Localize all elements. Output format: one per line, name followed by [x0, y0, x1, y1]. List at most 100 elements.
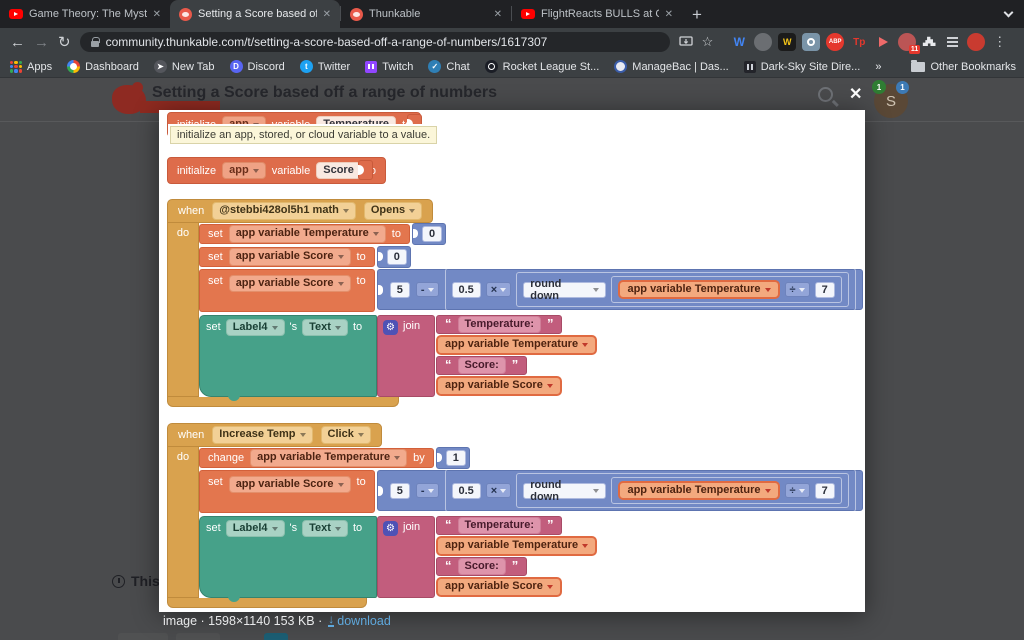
variable-get-block: app variable Score — [436, 376, 562, 396]
forward-button[interactable]: → — [34, 33, 49, 51]
adblock-plus-icon[interactable]: ABP — [826, 33, 845, 51]
operator-dropdown: × — [485, 282, 512, 297]
lightbox-image[interactable]: initialize app variable Temperature to i… — [159, 110, 865, 612]
bookmark-managebac[interactable]: ManageBac | Das... — [614, 60, 729, 73]
search-icon[interactable] — [818, 87, 833, 102]
variable-dropdown: app variable Score — [228, 248, 351, 266]
thunkable-favicon — [350, 7, 363, 21]
block-keyword: set — [208, 228, 223, 240]
dropdown-arrow-icon — [337, 255, 344, 259]
address-bar[interactable]: community.thunkable.com/t/setting-a-scor… — [79, 32, 670, 52]
bookmark-twitter[interactable]: t Twitter — [299, 60, 350, 73]
browser-toolbar: ← → ↻ community.thunkable.com/t/setting-… — [0, 28, 1024, 56]
math-subexpression: app variable Temperature ÷ 7 — [611, 476, 842, 505]
profile-avatar-icon[interactable] — [967, 33, 986, 51]
component-dropdown: Label4 — [225, 520, 285, 538]
tab-thunkable[interactable]: Thunkable ✕ — [341, 0, 511, 28]
gear-icon[interactable]: ⚙ — [383, 320, 398, 335]
discord-icon: D — [229, 60, 243, 73]
extension-tp-icon[interactable]: Tp — [853, 36, 866, 48]
send-to-device-icon[interactable] — [678, 35, 693, 49]
bookmark-twitch[interactable]: Twitch — [365, 60, 413, 73]
new-tab-button[interactable]: + — [692, 5, 702, 24]
dropdown-arrow-icon — [357, 433, 364, 437]
dark-sky-icon — [743, 60, 756, 73]
lightbox-close-button[interactable]: ✕ — [849, 86, 863, 103]
reload-button[interactable]: ↻ — [58, 33, 71, 51]
tab-title: FlightReacts BULLS at CLIPPE — [541, 8, 659, 20]
bookmark-label: Discord — [247, 60, 285, 73]
block-keyword: join — [403, 521, 421, 533]
extension-w-blue-icon[interactable]: W — [733, 35, 745, 49]
bookmark-dashboard[interactable]: Dashboard — [67, 60, 139, 73]
number-value-block: 0 — [411, 223, 447, 245]
lock-icon — [90, 36, 100, 47]
dropdown-arrow-icon — [334, 526, 341, 531]
number-pill: 7 — [814, 281, 835, 298]
thunkable-favicon — [179, 7, 192, 21]
tab-setting-score[interactable]: Setting a Score based off a ra ✕ — [170, 0, 340, 28]
bookmark-chat[interactable]: ✓ Chat — [428, 60, 470, 73]
variable-name-chip: Score — [316, 161, 361, 180]
number-pill: 5 — [389, 281, 410, 298]
number-pill: 0.5 — [451, 281, 481, 298]
lightbox-toolbar-button[interactable] — [118, 633, 168, 640]
bookmark-discord[interactable]: D Discord — [229, 60, 285, 73]
topic-status-text: This — [131, 573, 160, 589]
bookmark-rocket-league[interactable]: Rocket League St... — [484, 60, 599, 73]
tab-search-chevron-icon[interactable] — [1003, 7, 1014, 18]
operator-dropdown: ÷ — [784, 282, 810, 297]
managebac-icon — [614, 60, 628, 73]
tab-flightreacts[interactable]: FlightReacts BULLS at CLIPPE ✕ — [512, 0, 682, 28]
tab-close-icon[interactable]: ✕ — [152, 8, 161, 20]
url-text[interactable]: community.thunkable.com/t/setting-a-scor… — [105, 35, 548, 49]
block-keyword: to — [352, 321, 363, 333]
do-bar: do — [167, 447, 199, 598]
block-keyword: variable — [271, 164, 311, 177]
bookmark-new-tab[interactable]: ➤ New Tab — [153, 60, 215, 73]
tab-close-icon[interactable]: ✕ — [322, 8, 331, 20]
do-bar: do — [167, 223, 199, 397]
lightbox-toolbar-button[interactable] — [176, 633, 220, 640]
extension-notif-icon[interactable]: 11 — [898, 33, 921, 54]
variable-get-block: app variable Temperature — [436, 536, 598, 556]
close-quote-icon: ” — [546, 316, 554, 332]
tab-close-icon[interactable]: ✕ — [493, 8, 502, 20]
extension-gray-icon[interactable] — [754, 33, 773, 51]
gear-icon[interactable]: ⚙ — [383, 521, 398, 536]
variable-dropdown: app variable Score — [436, 577, 562, 597]
download-link[interactable]: ↓ download — [328, 613, 391, 628]
variable-dropdown: app variable Temperature — [250, 449, 408, 467]
extension-w-yellow-icon[interactable]: W — [778, 33, 797, 51]
bookmark-star-icon[interactable]: ☆ — [701, 34, 714, 49]
bookmark-apps[interactable]: Apps — [10, 60, 52, 73]
component-dropdown: Label4 — [225, 319, 285, 337]
extensions-puzzle-icon[interactable] — [922, 35, 937, 50]
block-keyword: to — [356, 251, 366, 263]
tab-game-theory[interactable]: Game Theory: The Mystery of ✕ — [0, 0, 170, 28]
tab-list-icon[interactable] — [943, 33, 961, 51]
apps-grid-icon — [10, 60, 22, 73]
bookmarks-overflow-chevron[interactable]: » — [875, 60, 882, 73]
browser-menu-icon[interactable]: ⋮ — [993, 34, 1007, 49]
extension-play-icon[interactable] — [874, 33, 892, 51]
math-subexpression: 0.5 × round down app variable Temperatur… — [444, 267, 856, 312]
tab-close-icon[interactable]: ✕ — [664, 8, 673, 20]
operator-dropdown: - — [415, 483, 439, 498]
tab-title: Setting a Score based off a ra — [198, 8, 317, 20]
bookmark-label: Dashboard — [85, 60, 139, 73]
text-string-block: “ Score: ” — [436, 557, 528, 576]
extension-camera-icon[interactable] — [802, 33, 821, 51]
row-set-score-formula: set app variable Score to 5 - 0.5 × roun… — [199, 267, 863, 312]
block-keyword: by — [413, 452, 425, 464]
close-quote-icon: ” — [511, 357, 519, 373]
block-keyword: set — [206, 321, 221, 333]
back-button[interactable]: ← — [10, 33, 25, 51]
dropdown-arrow-icon — [299, 433, 306, 437]
tab-title: Thunkable — [369, 8, 421, 20]
other-bookmarks-button[interactable]: Other Bookmarks — [911, 59, 1016, 73]
topic-title[interactable]: Setting a Score based off a range of num… — [152, 84, 497, 101]
dropdown-arrow-icon — [427, 488, 434, 493]
bookmark-dark-sky[interactable]: Dark-Sky Site Dire... — [743, 60, 860, 73]
lightbox-toolbar-button[interactable] — [264, 633, 288, 640]
